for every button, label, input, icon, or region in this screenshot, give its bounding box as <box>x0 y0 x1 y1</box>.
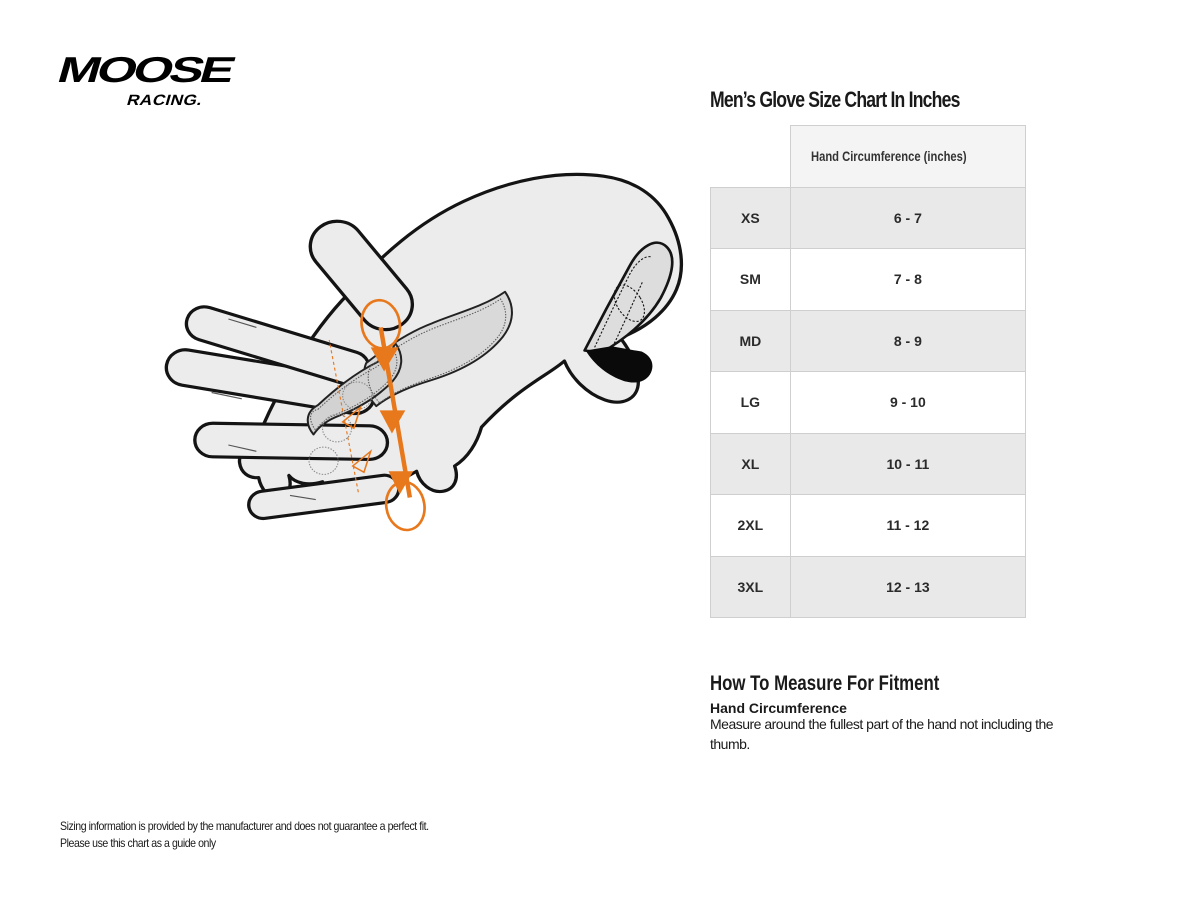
svg-text:MOOSE: MOOSE <box>53 50 240 90</box>
svg-text:RACING.: RACING. <box>125 92 205 108</box>
